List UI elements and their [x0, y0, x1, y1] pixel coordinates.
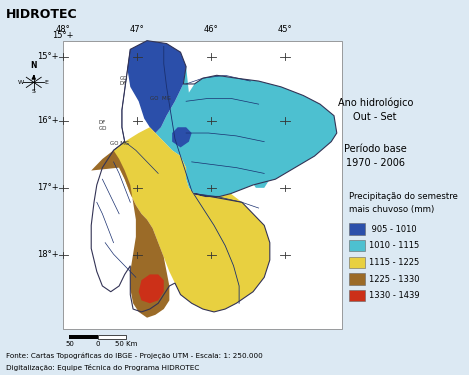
Text: N: N [30, 62, 37, 70]
Text: 18°+: 18°+ [37, 250, 59, 259]
Text: 905 - 1010: 905 - 1010 [369, 225, 416, 234]
Bar [69, 335, 98, 339]
Bar [349, 240, 365, 251]
Text: 45°: 45° [278, 25, 293, 34]
Text: 50: 50 [65, 341, 74, 347]
Text: 16°+: 16°+ [37, 116, 59, 125]
Text: 17°+: 17°+ [37, 183, 59, 192]
Bar [349, 290, 365, 302]
Text: GO  MG: GO MG [150, 96, 171, 101]
Bar [349, 273, 365, 285]
Text: GO
DF: GO DF [120, 75, 128, 86]
Text: 15°+: 15°+ [53, 31, 74, 40]
Polygon shape [91, 150, 169, 318]
Text: 0: 0 [95, 341, 100, 347]
Text: 1225 - 1330: 1225 - 1330 [369, 274, 419, 284]
Bar [349, 257, 365, 268]
Polygon shape [139, 274, 164, 303]
Polygon shape [113, 127, 270, 312]
Text: Ano hidrológico
Out - Set: Ano hidrológico Out - Set [338, 98, 413, 122]
Text: E: E [45, 80, 48, 85]
Text: 1115 - 1225: 1115 - 1225 [369, 258, 419, 267]
Text: 48°: 48° [56, 25, 71, 34]
Text: Fonte: Cartas Topográficas do IBGE - Projeção UTM - Escala: 1: 250.000: Fonte: Cartas Topográficas do IBGE - Pro… [6, 352, 263, 358]
Text: DF
GO: DF GO [98, 120, 107, 131]
Text: mais chuvoso (mm): mais chuvoso (mm) [349, 205, 435, 214]
Text: HIDROTEC: HIDROTEC [6, 8, 78, 21]
Text: 1010 - 1115: 1010 - 1115 [369, 241, 419, 250]
Polygon shape [172, 127, 192, 147]
Polygon shape [250, 173, 270, 188]
Text: Período base
1970 - 2006: Período base 1970 - 2006 [344, 144, 407, 168]
Text: 47°: 47° [130, 25, 144, 34]
Text: GO MG: GO MG [110, 141, 129, 146]
Polygon shape [130, 40, 337, 196]
Bar [63, 40, 342, 329]
Bar [98, 335, 126, 339]
Polygon shape [128, 40, 186, 133]
Bar [349, 224, 365, 235]
Text: 50 Km: 50 Km [114, 341, 137, 347]
Text: Precipitação do semestre: Precipitação do semestre [349, 192, 458, 201]
Text: 46°: 46° [204, 25, 219, 34]
Text: Digitalização: Equipe Técnica do Programa HIDROTEC: Digitalização: Equipe Técnica do Program… [6, 364, 199, 372]
Text: 15°+: 15°+ [37, 52, 59, 61]
Text: S: S [32, 88, 36, 93]
Text: W: W [18, 80, 24, 85]
Text: 1330 - 1439: 1330 - 1439 [369, 291, 419, 300]
